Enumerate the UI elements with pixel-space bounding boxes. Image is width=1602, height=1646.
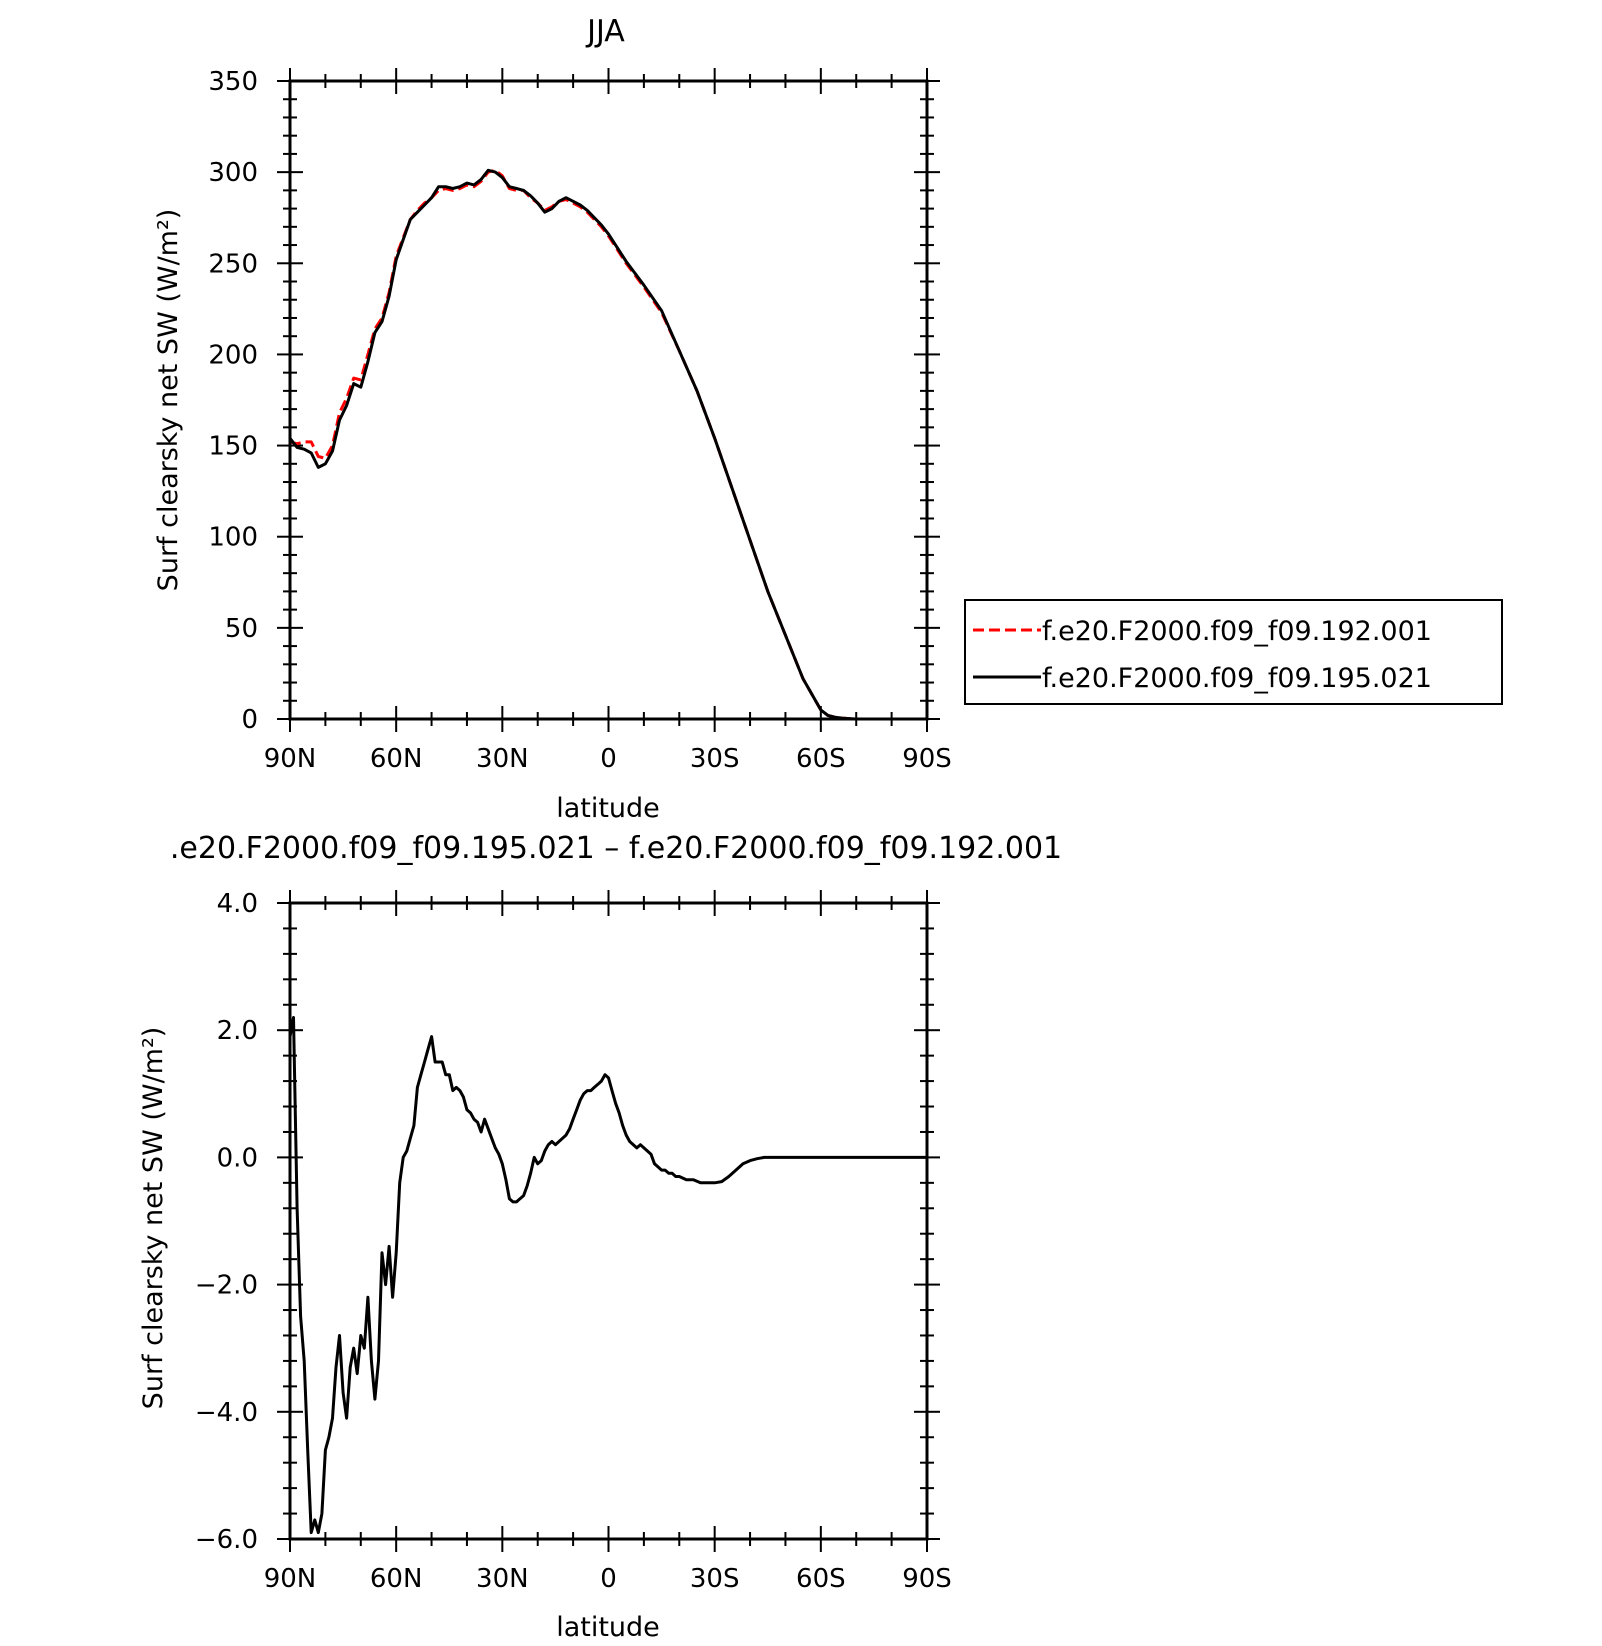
y-tick-label: 150 bbox=[208, 432, 258, 462]
y-tick-label: −2.0 bbox=[195, 1271, 258, 1301]
y-tick-label: 300 bbox=[208, 158, 258, 188]
x-tick-label: 90S bbox=[902, 1564, 952, 1594]
bottom-panel: .e20.F2000.f09_f09.195.021 – f.e20.F2000… bbox=[138, 831, 1062, 1643]
bottom-x-axis-label: latitude bbox=[556, 1612, 660, 1641]
y-tick-label: 2.0 bbox=[217, 1016, 258, 1046]
x-tick-label: 30S bbox=[690, 744, 740, 774]
top-plot-frame bbox=[288, 79, 929, 721]
x-tick-label: 60N bbox=[370, 744, 423, 774]
series-line-black-solid bbox=[288, 1016, 927, 1535]
series-line-black-solid bbox=[288, 168, 927, 721]
y-tick-label: −6.0 bbox=[195, 1525, 258, 1555]
x-tick-label: 30N bbox=[476, 1564, 529, 1594]
y-tick-label: 0 bbox=[241, 705, 258, 735]
y-tick-label: 0.0 bbox=[217, 1143, 258, 1173]
legend-box bbox=[964, 599, 1503, 705]
bottom-chart-title: .e20.F2000.f09_f09.195.021 – f.e20.F2000… bbox=[170, 831, 1062, 866]
top-x-axis-label: latitude bbox=[556, 793, 660, 824]
y-tick-label: 4.0 bbox=[217, 889, 258, 919]
legend-entry-192-001: f.e20.F2000.f09_f09.192.001 bbox=[1042, 616, 1432, 647]
series-line-red-dashed bbox=[289, 168, 927, 721]
bottom-plot-frame bbox=[288, 901, 929, 1541]
y-tick-label: −4.0 bbox=[195, 1398, 258, 1428]
x-tick-label: 60S bbox=[796, 744, 846, 774]
x-tick-label: 90N bbox=[264, 1564, 317, 1594]
y-tick-label: 350 bbox=[208, 67, 258, 97]
x-tick-label: 90N bbox=[264, 744, 317, 774]
x-tick-label: 30N bbox=[476, 744, 529, 774]
x-tick-label: 0 bbox=[600, 744, 617, 774]
y-tick-label: 50 bbox=[225, 614, 258, 644]
x-tick-label: 30S bbox=[690, 1564, 740, 1594]
x-tick-label: 90S bbox=[902, 744, 952, 774]
legend: f.e20.F2000.f09_f09.192.001 f.e20.F2000.… bbox=[964, 599, 1503, 705]
y-tick-label: 200 bbox=[208, 340, 258, 370]
x-tick-label: 60N bbox=[370, 1564, 423, 1594]
bottom-y-axis-label: Surf clearsky net SW (W/m²) bbox=[138, 1027, 169, 1410]
x-tick-label: 60S bbox=[796, 1564, 846, 1594]
top-chart-title: JJA bbox=[585, 14, 625, 49]
x-tick-label: 0 bbox=[600, 1564, 617, 1594]
top-panel: JJA 90N 60N 30N 0 30S 60S 90S 0 50 100 150 200 250 30… bbox=[153, 14, 1503, 824]
y-tick-label: 250 bbox=[208, 249, 258, 279]
y-tick-label: 100 bbox=[208, 523, 258, 553]
top-y-axis-label: Surf clearsky net SW (W/m²) bbox=[153, 209, 184, 592]
legend-entry-195-021: f.e20.F2000.f09_f09.195.021 bbox=[1042, 663, 1432, 694]
